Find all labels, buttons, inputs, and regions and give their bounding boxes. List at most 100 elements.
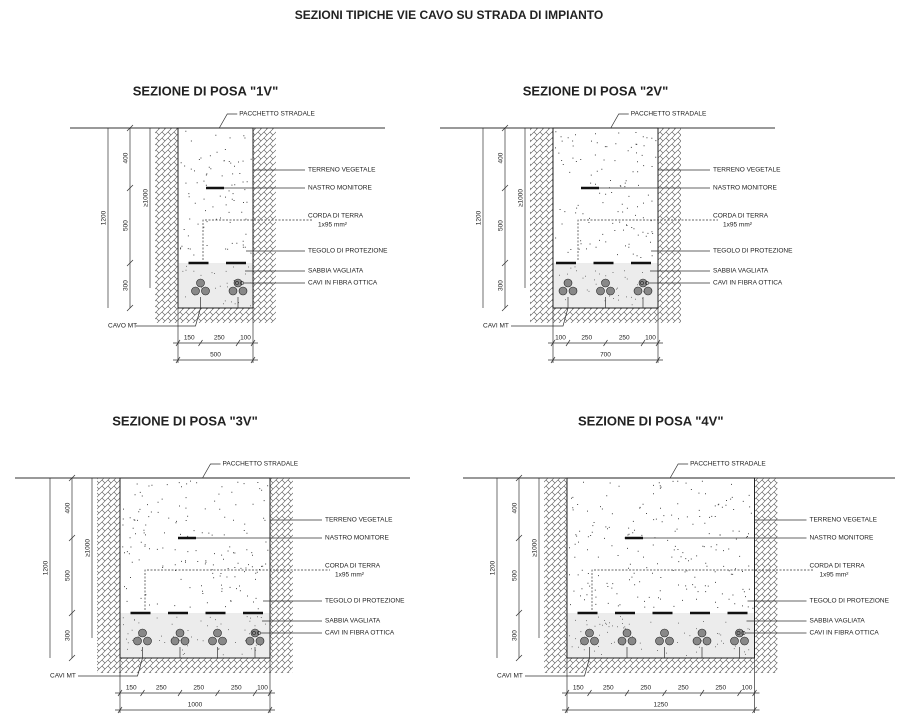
label-earth: CORDA DI TERRA xyxy=(308,213,364,220)
mt-cable xyxy=(239,287,247,295)
label-tape: NASTRO MONITORE xyxy=(308,185,372,192)
dim-depth: 400 xyxy=(65,502,72,513)
dim-width: 250 xyxy=(715,685,726,692)
mt-cable xyxy=(607,287,615,295)
mt-cable xyxy=(703,637,711,645)
dim-width: 250 xyxy=(640,685,651,692)
label-earth-size: 1x95 mm² xyxy=(318,222,348,229)
mt-cable xyxy=(741,637,749,645)
dim-min-depth: ≥1000 xyxy=(85,539,92,557)
mt-cable xyxy=(229,287,237,295)
dim-width: 250 xyxy=(231,685,242,692)
label-fiber: CAVI IN FIBRA OTTICA xyxy=(810,630,880,637)
mt-cable xyxy=(144,637,152,645)
label-sand: SABBIA VAGLIATA xyxy=(713,268,769,275)
dim-depth: 400 xyxy=(498,152,505,163)
dim-width: 250 xyxy=(678,685,689,692)
label-fiber: CAVI IN FIBRA OTTICA xyxy=(325,630,395,637)
dim-width: 150 xyxy=(126,685,137,692)
dim-width: 100 xyxy=(257,685,268,692)
label-soil: TERRENO VEGETALE xyxy=(325,517,393,524)
trench-wall xyxy=(658,128,681,323)
section-title: SEZIONE DI POSA "4V" xyxy=(578,413,724,428)
dim-depth: 500 xyxy=(65,570,72,581)
dim-width: 150 xyxy=(184,335,195,342)
dim-depth: 300 xyxy=(65,630,72,641)
label-cable: CAVI MT xyxy=(50,673,76,680)
dim-width: 250 xyxy=(156,685,167,692)
dim-depth: 500 xyxy=(498,220,505,231)
label-tile: TEGOLO DI PROTEZIONE xyxy=(325,598,405,605)
label-earth: CORDA DI TERRA xyxy=(713,213,769,220)
label-soil: TERRENO VEGETALE xyxy=(713,167,781,174)
dim-total-depth: 1200 xyxy=(476,210,483,225)
dim-depth: 500 xyxy=(512,570,519,581)
dim-width: 250 xyxy=(581,335,592,342)
dim-total-width: 1250 xyxy=(654,702,669,709)
trench-wall xyxy=(270,478,293,673)
drawing-sheet: SEZIONI TIPICHE VIE CAVO SU STRADA DI IM… xyxy=(0,0,898,715)
mt-cable xyxy=(693,637,701,645)
label-sand: SABBIA VAGLIATA xyxy=(308,268,364,275)
label-earth: CORDA DI TERRA xyxy=(810,563,866,570)
mt-cable xyxy=(256,637,264,645)
label-tile: TEGOLO DI PROTEZIONE xyxy=(308,248,388,255)
dim-depth: 400 xyxy=(123,152,130,163)
mt-cable xyxy=(656,637,664,645)
label-earth: CORDA DI TERRA xyxy=(325,563,381,570)
mt-cable xyxy=(134,637,142,645)
label-earth-size: 1x95 mm² xyxy=(723,222,753,229)
trench-wall xyxy=(155,128,178,323)
label-fiber: CAVI IN FIBRA OTTICA xyxy=(713,280,783,287)
label-road: PACCHETTO STRADALE xyxy=(239,111,315,118)
mt-cable xyxy=(176,629,184,637)
mt-cable xyxy=(214,629,222,637)
mt-cable xyxy=(698,629,706,637)
label-tape: NASTRO MONITORE xyxy=(810,535,874,542)
dim-width: 250 xyxy=(214,335,225,342)
mt-cable xyxy=(591,637,599,645)
dim-width: 100 xyxy=(742,685,753,692)
label-earth-size: 1x95 mm² xyxy=(335,572,365,579)
label-road: PACCHETTO STRADALE xyxy=(690,461,766,468)
label-tape: NASTRO MONITORE xyxy=(713,185,777,192)
trench-floor xyxy=(120,658,270,673)
dim-total-width: 700 xyxy=(600,352,611,359)
dim-total-width: 500 xyxy=(210,352,221,359)
label-soil: TERRENO VEGETALE xyxy=(308,167,376,174)
label-tile: TEGOLO DI PROTEZIONE xyxy=(713,248,793,255)
section-title: SEZIONE DI POSA "2V" xyxy=(523,83,669,98)
dim-min-depth: ≥1000 xyxy=(532,539,539,557)
mt-cable xyxy=(628,637,636,645)
section-title: SEZIONE DI POSA "3V" xyxy=(112,413,258,428)
sand-fill xyxy=(178,263,253,308)
trench-floor xyxy=(178,308,253,323)
sheet-title: SEZIONI TIPICHE VIE CAVO SU STRADA DI IM… xyxy=(295,8,603,22)
mt-cable xyxy=(666,637,674,645)
mt-cable xyxy=(597,287,605,295)
trench-wall xyxy=(530,128,553,323)
label-fiber: CAVI IN FIBRA OTTICA xyxy=(308,280,378,287)
mt-cable xyxy=(661,629,669,637)
mt-cable xyxy=(569,287,577,295)
mt-cable xyxy=(202,287,210,295)
sand-fill xyxy=(567,613,755,658)
dim-total-depth: 1200 xyxy=(490,560,497,575)
label-earth-size: 1x95 mm² xyxy=(820,572,850,579)
label-tape: NASTRO MONITORE xyxy=(325,535,389,542)
label-road: PACCHETTO STRADALE xyxy=(223,461,299,468)
mt-cable xyxy=(564,279,572,287)
mt-cable xyxy=(731,637,739,645)
mt-cable xyxy=(644,287,652,295)
mt-cable xyxy=(192,287,200,295)
mt-cable xyxy=(171,637,179,645)
mt-cable xyxy=(634,287,642,295)
trench-floor xyxy=(567,658,755,673)
mt-cable xyxy=(581,637,589,645)
dim-depth: 300 xyxy=(498,280,505,291)
dim-depth: 300 xyxy=(512,630,519,641)
trench-wall xyxy=(755,478,778,673)
mt-cable xyxy=(209,637,217,645)
dim-width: 250 xyxy=(603,685,614,692)
dim-width: 100 xyxy=(645,335,656,342)
